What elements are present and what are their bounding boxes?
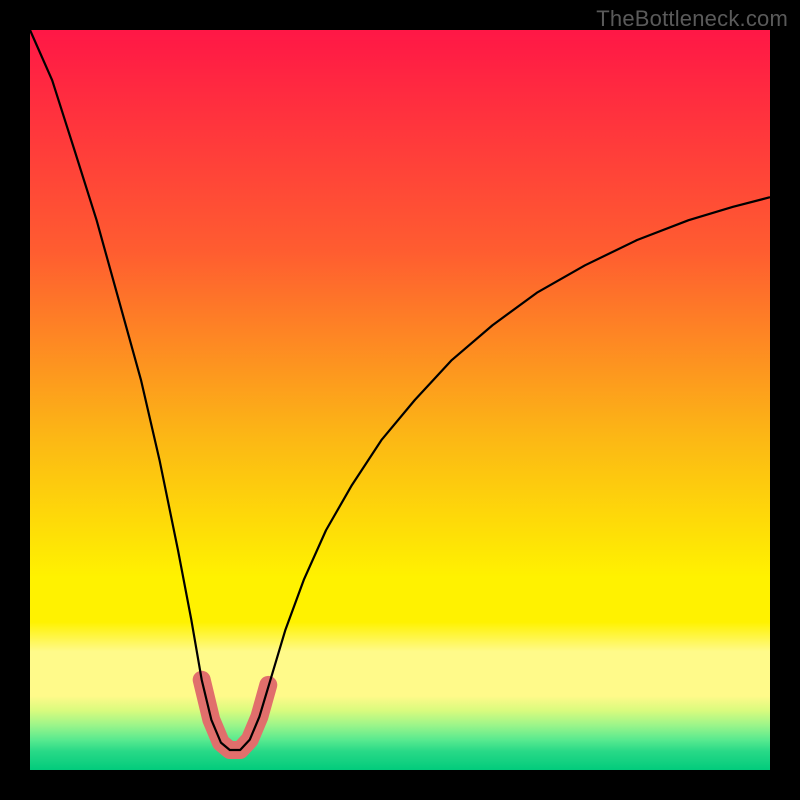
chart-root: TheBottleneck.com (0, 0, 800, 800)
plot-background (30, 30, 770, 770)
bottleneck-chart (0, 0, 800, 800)
watermark-text: TheBottleneck.com (596, 6, 788, 32)
